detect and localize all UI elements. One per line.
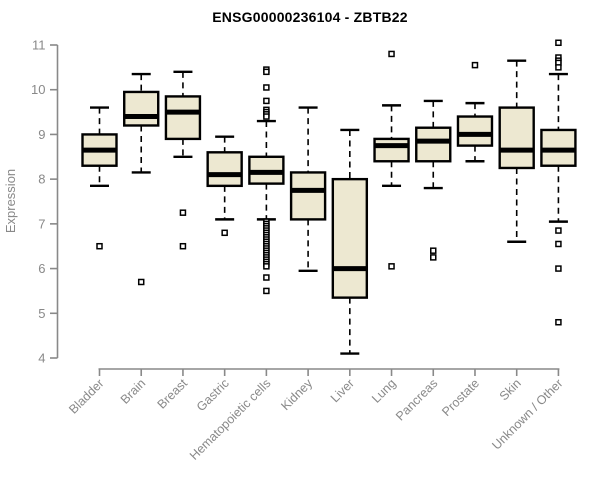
outlier-point	[388, 50, 395, 58]
chart-title: ENSG00000236104 - ZBTB22	[212, 9, 407, 25]
x-tick-label-breast: Breast	[155, 376, 191, 412]
boxplot-brain	[123, 72, 160, 286]
boxplot-breast	[164, 70, 202, 250]
iqr-box	[331, 177, 369, 299]
boxplot-pancreas	[415, 99, 452, 261]
outlier-point	[430, 247, 437, 254]
outlier-point	[555, 265, 562, 272]
iqr-box	[206, 151, 243, 188]
outlier-point	[555, 240, 562, 248]
iqr-box	[164, 95, 202, 141]
outlier-point	[471, 61, 479, 69]
outlier-point	[263, 68, 270, 76]
x-tick-label-skin: Skin	[497, 376, 524, 403]
iqr-box	[123, 90, 160, 127]
outlier-point	[430, 254, 437, 261]
plot-area: 4 5 6 7 8 9 10 11 Bladder Brain Breast GastricHemat…	[31, 38, 577, 463]
boxplot-kidney	[289, 106, 327, 273]
outlier-point	[263, 287, 270, 295]
y-tick-label: 5	[38, 306, 45, 321]
boxplot-prostate	[456, 61, 494, 163]
outlier-point	[179, 209, 187, 216]
iqr-box	[415, 126, 452, 163]
x-tick-label-bladder: Bladder	[66, 376, 106, 416]
x-tick-label-unknown-other: Unknown / Other	[489, 376, 565, 452]
x-tick-label-prostate: Prostate	[439, 376, 482, 419]
x-tick-label-pancreas: Pancreas	[393, 376, 440, 423]
x-tick-label-lung: Lung	[369, 376, 399, 406]
y-tick-label: 8	[38, 172, 45, 187]
outlier-point	[555, 39, 562, 47]
boxplot-hematopoietic-cells	[248, 66, 285, 295]
boxplot-bladder	[81, 106, 118, 250]
outlier-point	[263, 97, 270, 105]
iqr-box	[498, 106, 535, 170]
outlier-point	[221, 229, 228, 237]
iqr-box	[289, 171, 327, 221]
boxplot-liver	[331, 128, 369, 355]
iqr-box	[373, 137, 410, 163]
outlier-point	[179, 242, 187, 250]
y-tick-label: 6	[38, 261, 45, 276]
outlier-point	[137, 278, 145, 286]
boxplot-unknown-other	[540, 39, 577, 326]
y-tick-label: 4	[38, 351, 45, 366]
y-axis: 4 5 6 7 8 9 10 11	[31, 38, 59, 366]
x-tick-label-kidney: Kidney	[278, 376, 315, 413]
x-tick-label-liver: Liver	[328, 376, 357, 405]
y-tick-label: 10	[31, 82, 45, 97]
x-tick-label-brain: Brain	[118, 376, 149, 407]
outlier-point	[555, 318, 562, 326]
boxplot-lung	[373, 50, 410, 270]
y-tick-label: 7	[38, 216, 45, 231]
outlier-point	[263, 113, 270, 120]
boxplot-skin	[498, 59, 535, 243]
iqr-box	[456, 115, 494, 147]
outlier-point	[555, 64, 562, 71]
outlier-point	[263, 274, 270, 281]
outlier-point	[555, 227, 562, 234]
outlier-point	[263, 263, 270, 270]
outlier-point	[388, 263, 395, 270]
outlier-point	[96, 242, 103, 250]
x-tick-label-gastric: Gastric	[194, 376, 232, 414]
boxplot-gastric	[206, 135, 243, 237]
y-axis-title: Expression	[3, 169, 18, 233]
outlier-point	[263, 84, 270, 91]
y-tick-label: 11	[32, 38, 46, 53]
y-tick-label: 9	[38, 127, 45, 142]
x-tick-label-hematopoietic-cells: Hematopoietic cells	[187, 376, 274, 463]
